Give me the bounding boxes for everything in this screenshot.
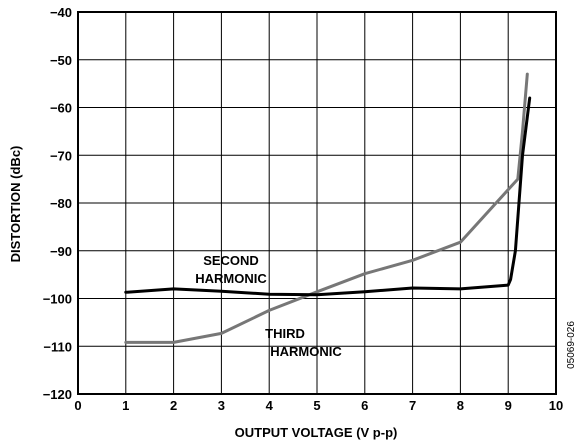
label-second-harmonic-line2: HARMONIC — [195, 271, 267, 286]
label-third-harmonic-line2: HARMONIC — [270, 344, 342, 359]
series-lines — [124, 72, 532, 344]
figure-id: 05069-026 — [566, 321, 577, 369]
x-tick-labels: 0 1 2 3 4 5 6 7 8 9 10 — [74, 398, 563, 413]
label-third-harmonic-line1: THIRD — [265, 326, 305, 341]
y-tick-label: −120 — [43, 387, 72, 402]
series-line-third-harmonic — [124, 72, 529, 344]
y-axis-title: DISTORTION (dBc) — [8, 146, 23, 263]
x-tick-label: 3 — [218, 398, 225, 413]
y-tick-label: −40 — [50, 5, 72, 20]
x-tick-label: 0 — [74, 398, 81, 413]
y-tick-label: −100 — [43, 292, 72, 307]
y-tick-label: −90 — [50, 244, 72, 259]
grid — [78, 12, 556, 394]
x-tick-label: 2 — [170, 398, 177, 413]
y-tick-label: −50 — [50, 53, 72, 68]
x-tick-label: 1 — [122, 398, 129, 413]
y-tick-label: −80 — [50, 196, 72, 211]
x-tick-label: 6 — [361, 398, 368, 413]
x-tick-label: 4 — [266, 398, 274, 413]
label-third-harmonic: THIRD HARMONIC — [265, 326, 342, 359]
label-second-harmonic-line1: SECOND — [203, 253, 259, 268]
series-line-second-harmonic — [124, 96, 532, 297]
x-tick-label: 9 — [505, 398, 512, 413]
plot-frame — [77, 11, 557, 395]
y-tick-label: −110 — [43, 339, 72, 354]
x-tick-label: 7 — [409, 398, 416, 413]
x-tick-label: 10 — [549, 398, 563, 413]
x-tick-label: 8 — [457, 398, 464, 413]
label-second-harmonic: SECOND HARMONIC — [195, 253, 267, 286]
y-tick-labels: −40 −50 −60 −70 −80 −90 −100 −110 −120 — [43, 5, 72, 402]
x-tick-label: 5 — [313, 398, 320, 413]
y-tick-label: −70 — [50, 148, 72, 163]
y-tick-label: −60 — [50, 101, 72, 116]
x-axis-title: OUTPUT VOLTAGE (V p-p) — [235, 425, 398, 440]
